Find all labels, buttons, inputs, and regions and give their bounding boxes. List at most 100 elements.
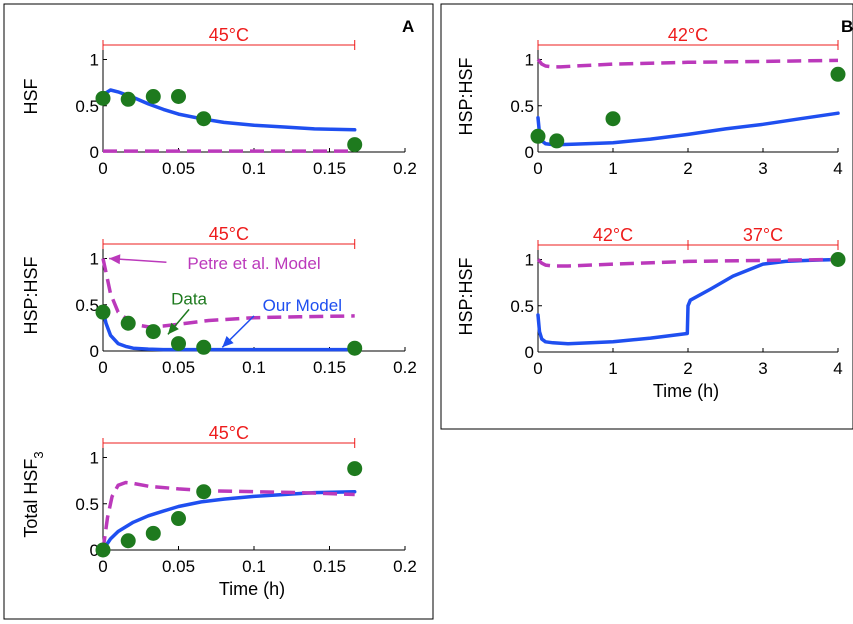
y-axis-label: HSP:HSF <box>456 257 476 335</box>
panel-label-b: B <box>841 17 853 36</box>
data-point <box>196 484 212 500</box>
x-tick-label: 3 <box>758 359 767 378</box>
y-axis-label: HSF <box>21 78 41 114</box>
data-point <box>830 252 846 267</box>
our-model-line <box>101 308 357 352</box>
temperature-label: 42°C <box>593 225 633 245</box>
y-tick-label: 0 <box>525 343 534 362</box>
data-point <box>145 89 161 104</box>
x-tick-label: 3 <box>758 159 767 178</box>
x-tick-label: 0 <box>98 557 107 576</box>
data-point <box>549 133 565 149</box>
x-tick-label: 0 <box>533 159 542 178</box>
y-tick-label: 0 <box>90 541 99 560</box>
data-point <box>171 336 186 352</box>
x-axis-label: Time (h) <box>219 579 285 599</box>
x-tick-label: 0.15 <box>313 358 346 377</box>
data-point <box>95 542 111 558</box>
x-tick-label: 0.15 <box>313 557 346 576</box>
x-tick-label: 0.05 <box>162 159 195 178</box>
temperature-label: 45°C <box>209 25 249 45</box>
panel-b-frame <box>440 3 853 430</box>
our-model-line <box>536 111 840 147</box>
data-point <box>120 91 136 107</box>
data-point <box>95 304 111 320</box>
data-point <box>347 340 363 356</box>
y-tick-label: 0.5 <box>510 297 534 316</box>
y-tick-label: 0.5 <box>75 495 99 514</box>
petre-model-line <box>536 257 839 268</box>
data-point <box>120 533 136 549</box>
annotation: Our Model <box>221 296 342 348</box>
x-tick-label: 0.1 <box>242 159 266 178</box>
x-tick-label: 4 <box>833 359 842 378</box>
y-axis-label: Total HSF3 <box>21 451 46 537</box>
x-tick-label: 0.2 <box>393 557 417 576</box>
data-point <box>120 315 136 331</box>
x-tick-label: 2 <box>683 159 692 178</box>
annotation-arrow-head <box>222 336 234 348</box>
y-tick-label: 1 <box>90 449 99 468</box>
chart-b2: 0 1 2 3 4 0 0.5 1 HSP:HSF Time (h) 42°C 37°C <box>456 225 846 401</box>
y-tick-label: 1 <box>90 51 99 70</box>
temperature-bar: 37°C <box>687 225 839 250</box>
panel-a-frame <box>3 3 434 620</box>
data-point <box>145 324 161 340</box>
data-point <box>196 339 212 355</box>
y-axis-label-text: Total HSF <box>21 459 41 538</box>
data-point <box>95 90 111 106</box>
data-point <box>196 111 212 127</box>
petre-model-line <box>536 58 839 69</box>
temperature-bar: 42°C <box>537 225 689 250</box>
data-point <box>530 128 546 144</box>
x-tick-label: 4 <box>833 159 842 178</box>
data-point <box>171 89 186 104</box>
annotation-arrow-head <box>167 322 179 335</box>
y-tick-label: 1 <box>90 250 99 269</box>
y-tick-label: 0 <box>90 143 99 162</box>
temperature-label: 42°C <box>668 25 708 45</box>
annotation-label: Petre et al. Model <box>187 254 320 273</box>
chart-a3: 0 0.05 0.1 0.15 0.2 0 0.5 1 Total HSF3 Time (h) 45… <box>21 423 417 599</box>
y-axis-label: HSP:HSF <box>21 256 41 334</box>
temperature-label: 45°C <box>209 423 249 443</box>
our-model-line <box>101 489 357 552</box>
data-point <box>605 111 621 127</box>
y-tick-label: 0 <box>525 143 534 162</box>
data-point <box>830 66 846 82</box>
y-tick-label: 0.5 <box>510 97 534 116</box>
temperature-label: 37°C <box>743 225 783 245</box>
x-tick-label: 0 <box>98 358 107 377</box>
chart-a1: 0 0.05 0.1 0.15 0.2 0 0.5 1 HSF 45°C <box>21 25 417 178</box>
x-tick-label: 0.2 <box>393 358 417 377</box>
x-tick-label: 0 <box>533 359 542 378</box>
x-tick-label: 0 <box>98 159 107 178</box>
x-tick-label: 0.15 <box>313 159 346 178</box>
x-tick-label: 1 <box>608 159 617 178</box>
annotation: Petre et al. Model <box>108 254 321 273</box>
y-tick-label: 0.5 <box>75 296 99 315</box>
petre-model-line <box>101 258 355 329</box>
y-tick-label: 1 <box>525 51 534 70</box>
y-tick-label: 0.5 <box>75 97 99 116</box>
data-point <box>171 511 186 527</box>
temperature-bar: 42°C <box>537 25 839 50</box>
x-tick-label: 1 <box>608 359 617 378</box>
our-model-line <box>101 88 357 132</box>
x-tick-label: 0.2 <box>393 159 417 178</box>
x-tick-label: 0.05 <box>162 358 195 377</box>
data-point <box>145 525 161 541</box>
panel-label-a: A <box>402 17 414 36</box>
x-tick-label: 0.1 <box>242 358 266 377</box>
annotation-label: Data <box>171 289 207 308</box>
temperature-label: 45°C <box>209 224 249 244</box>
y-axis-label: HSP:HSF <box>456 57 476 135</box>
annotation-label: Our Model <box>263 296 342 315</box>
x-tick-label: 2 <box>683 359 692 378</box>
data-point <box>347 137 363 153</box>
annotation-arrow-head <box>109 254 121 265</box>
x-axis-label: Time (h) <box>653 381 719 401</box>
chart-b1: 0 1 2 3 4 0 0.5 1 HSP:HSF 42°C <box>456 25 846 178</box>
